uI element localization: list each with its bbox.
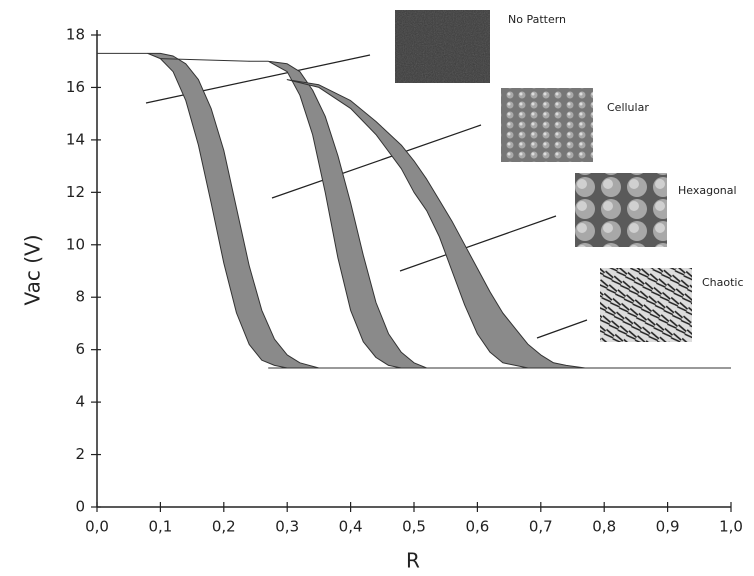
x-tick-label: 0,9: [656, 518, 680, 536]
x-tick-label: 0,4: [339, 518, 363, 536]
y-tick-label: 8: [75, 288, 85, 306]
y-tick-label: 16: [66, 78, 85, 96]
image-chaotic: [600, 268, 692, 342]
y-tick-label: 10: [66, 235, 85, 253]
y-tick-label: 12: [66, 183, 85, 201]
band: [148, 53, 319, 368]
annotation-label: Cellular: [607, 101, 649, 114]
image-hexagonal: [575, 173, 667, 247]
chart: R Vac (V) 0,0 0,1 0,2 0,3 0,4 0,5 0,6 0,7 0,8 0,9…: [0, 0, 754, 576]
y-tick-label: 0: [75, 498, 85, 516]
pointer-line: [400, 216, 556, 271]
x-tick-label: 0,8: [592, 518, 616, 536]
band: [249, 61, 427, 368]
image-cellular: [501, 88, 593, 162]
y-tick-label: 14: [66, 130, 85, 148]
annotation-label: Hexagonal: [678, 184, 737, 197]
x-tick-label: 1,0: [719, 518, 743, 536]
y-tick-label: 2: [75, 445, 85, 463]
x-tick-label: 0,5: [402, 518, 426, 536]
x-tick-label: 0,7: [529, 518, 553, 536]
y-tick-label: 6: [75, 340, 85, 358]
y-tick-label: 18: [66, 26, 85, 44]
y-tick-label: 4: [75, 393, 85, 411]
image-noise: [395, 10, 490, 83]
x-axis-title: R: [406, 549, 420, 573]
annotation-label: No Pattern: [508, 13, 566, 26]
y-axis-title: Vac (V): [21, 234, 45, 305]
annotation-label: Chaotic: [702, 276, 744, 289]
x-tick-label: 0,0: [85, 518, 109, 536]
x-tick-label: 0,1: [148, 518, 172, 536]
x-tick-label: 0,6: [465, 518, 489, 536]
pattern-images: [395, 10, 692, 342]
x-tick-label: 0,2: [212, 518, 236, 536]
x-tick-label: 0,3: [275, 518, 299, 536]
pointer-line: [537, 320, 587, 338]
